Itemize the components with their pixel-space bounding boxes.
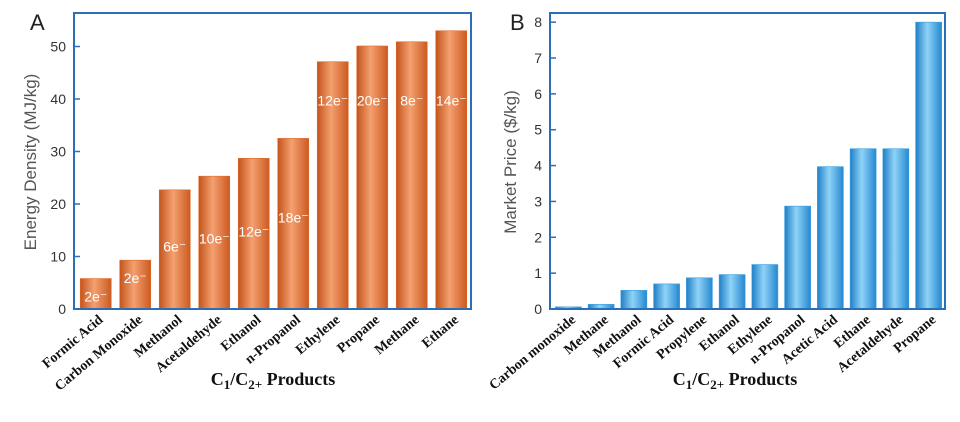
x-tick-label: Methane: [372, 313, 422, 358]
bar-label: 18e⁻: [278, 209, 309, 225]
panel-label: B: [510, 10, 525, 35]
y-tick-label: 5: [534, 122, 542, 138]
bar: [915, 21, 942, 310]
y-tick-label: 7: [534, 50, 542, 66]
bar: [620, 290, 648, 310]
bar: [751, 264, 779, 310]
bar-label: 12e⁻: [238, 224, 269, 240]
bar: [817, 166, 844, 310]
y-tick-label: 6: [534, 86, 542, 102]
x-axis-label: C1/C2+ Products: [211, 369, 336, 392]
bar-label: 10e⁻: [199, 230, 230, 246]
bar-label: 20e⁻: [357, 93, 388, 109]
bar: [849, 148, 877, 310]
y-tick-label: 50: [50, 39, 66, 55]
y-tick-label: 2: [534, 229, 542, 245]
y-tick-label: 0: [58, 301, 66, 317]
bar: [158, 189, 191, 310]
x-axis-label: C1/C2+ Products: [673, 369, 798, 392]
bar: [686, 277, 713, 310]
bar: [882, 148, 910, 310]
y-axis-label: Energy Density (MJ/kg): [21, 74, 40, 251]
bar: [784, 205, 811, 310]
bar-label: 6e⁻: [163, 238, 186, 254]
plot-frame: [73, 12, 472, 310]
y-tick-label: 40: [50, 91, 66, 107]
bar-label: 8e⁻: [400, 93, 423, 109]
x-tick-label: Ethane: [419, 313, 461, 352]
bar-label: 12e⁻: [317, 93, 348, 109]
y-tick-label: 30: [50, 144, 66, 160]
x-tick-label: Carbon monoxide: [487, 313, 579, 394]
bar: [237, 158, 270, 310]
y-tick-label: 8: [534, 14, 542, 30]
bar: [356, 45, 389, 310]
panel-label: A: [30, 10, 45, 35]
y-tick-label: 0: [534, 301, 542, 317]
y-tick-label: 20: [50, 196, 66, 212]
y-tick-label: 4: [534, 158, 542, 174]
bar: [653, 283, 680, 310]
bar: [395, 41, 428, 310]
y-tick-label: 3: [534, 193, 542, 209]
bar: [435, 30, 468, 310]
y-axis-label: Market Price ($/kg): [501, 90, 520, 234]
plot-frame: [549, 12, 946, 310]
chart-panel-b: B Market Price ($/kg) 0 1 2 3 4 5 6 7 8 Carbon mono…: [487, 10, 946, 394]
bar-label: 2e⁻: [124, 270, 147, 286]
bar: [316, 61, 349, 310]
x-tick-label: Ethylene: [293, 313, 343, 358]
bar-label: 2e⁻: [84, 289, 107, 305]
y-tick-label: 1: [534, 265, 542, 281]
y-tick-label: 10: [50, 249, 66, 265]
bar-label: 14e⁻: [436, 93, 467, 109]
bar: [718, 274, 746, 310]
bar: [198, 175, 231, 310]
